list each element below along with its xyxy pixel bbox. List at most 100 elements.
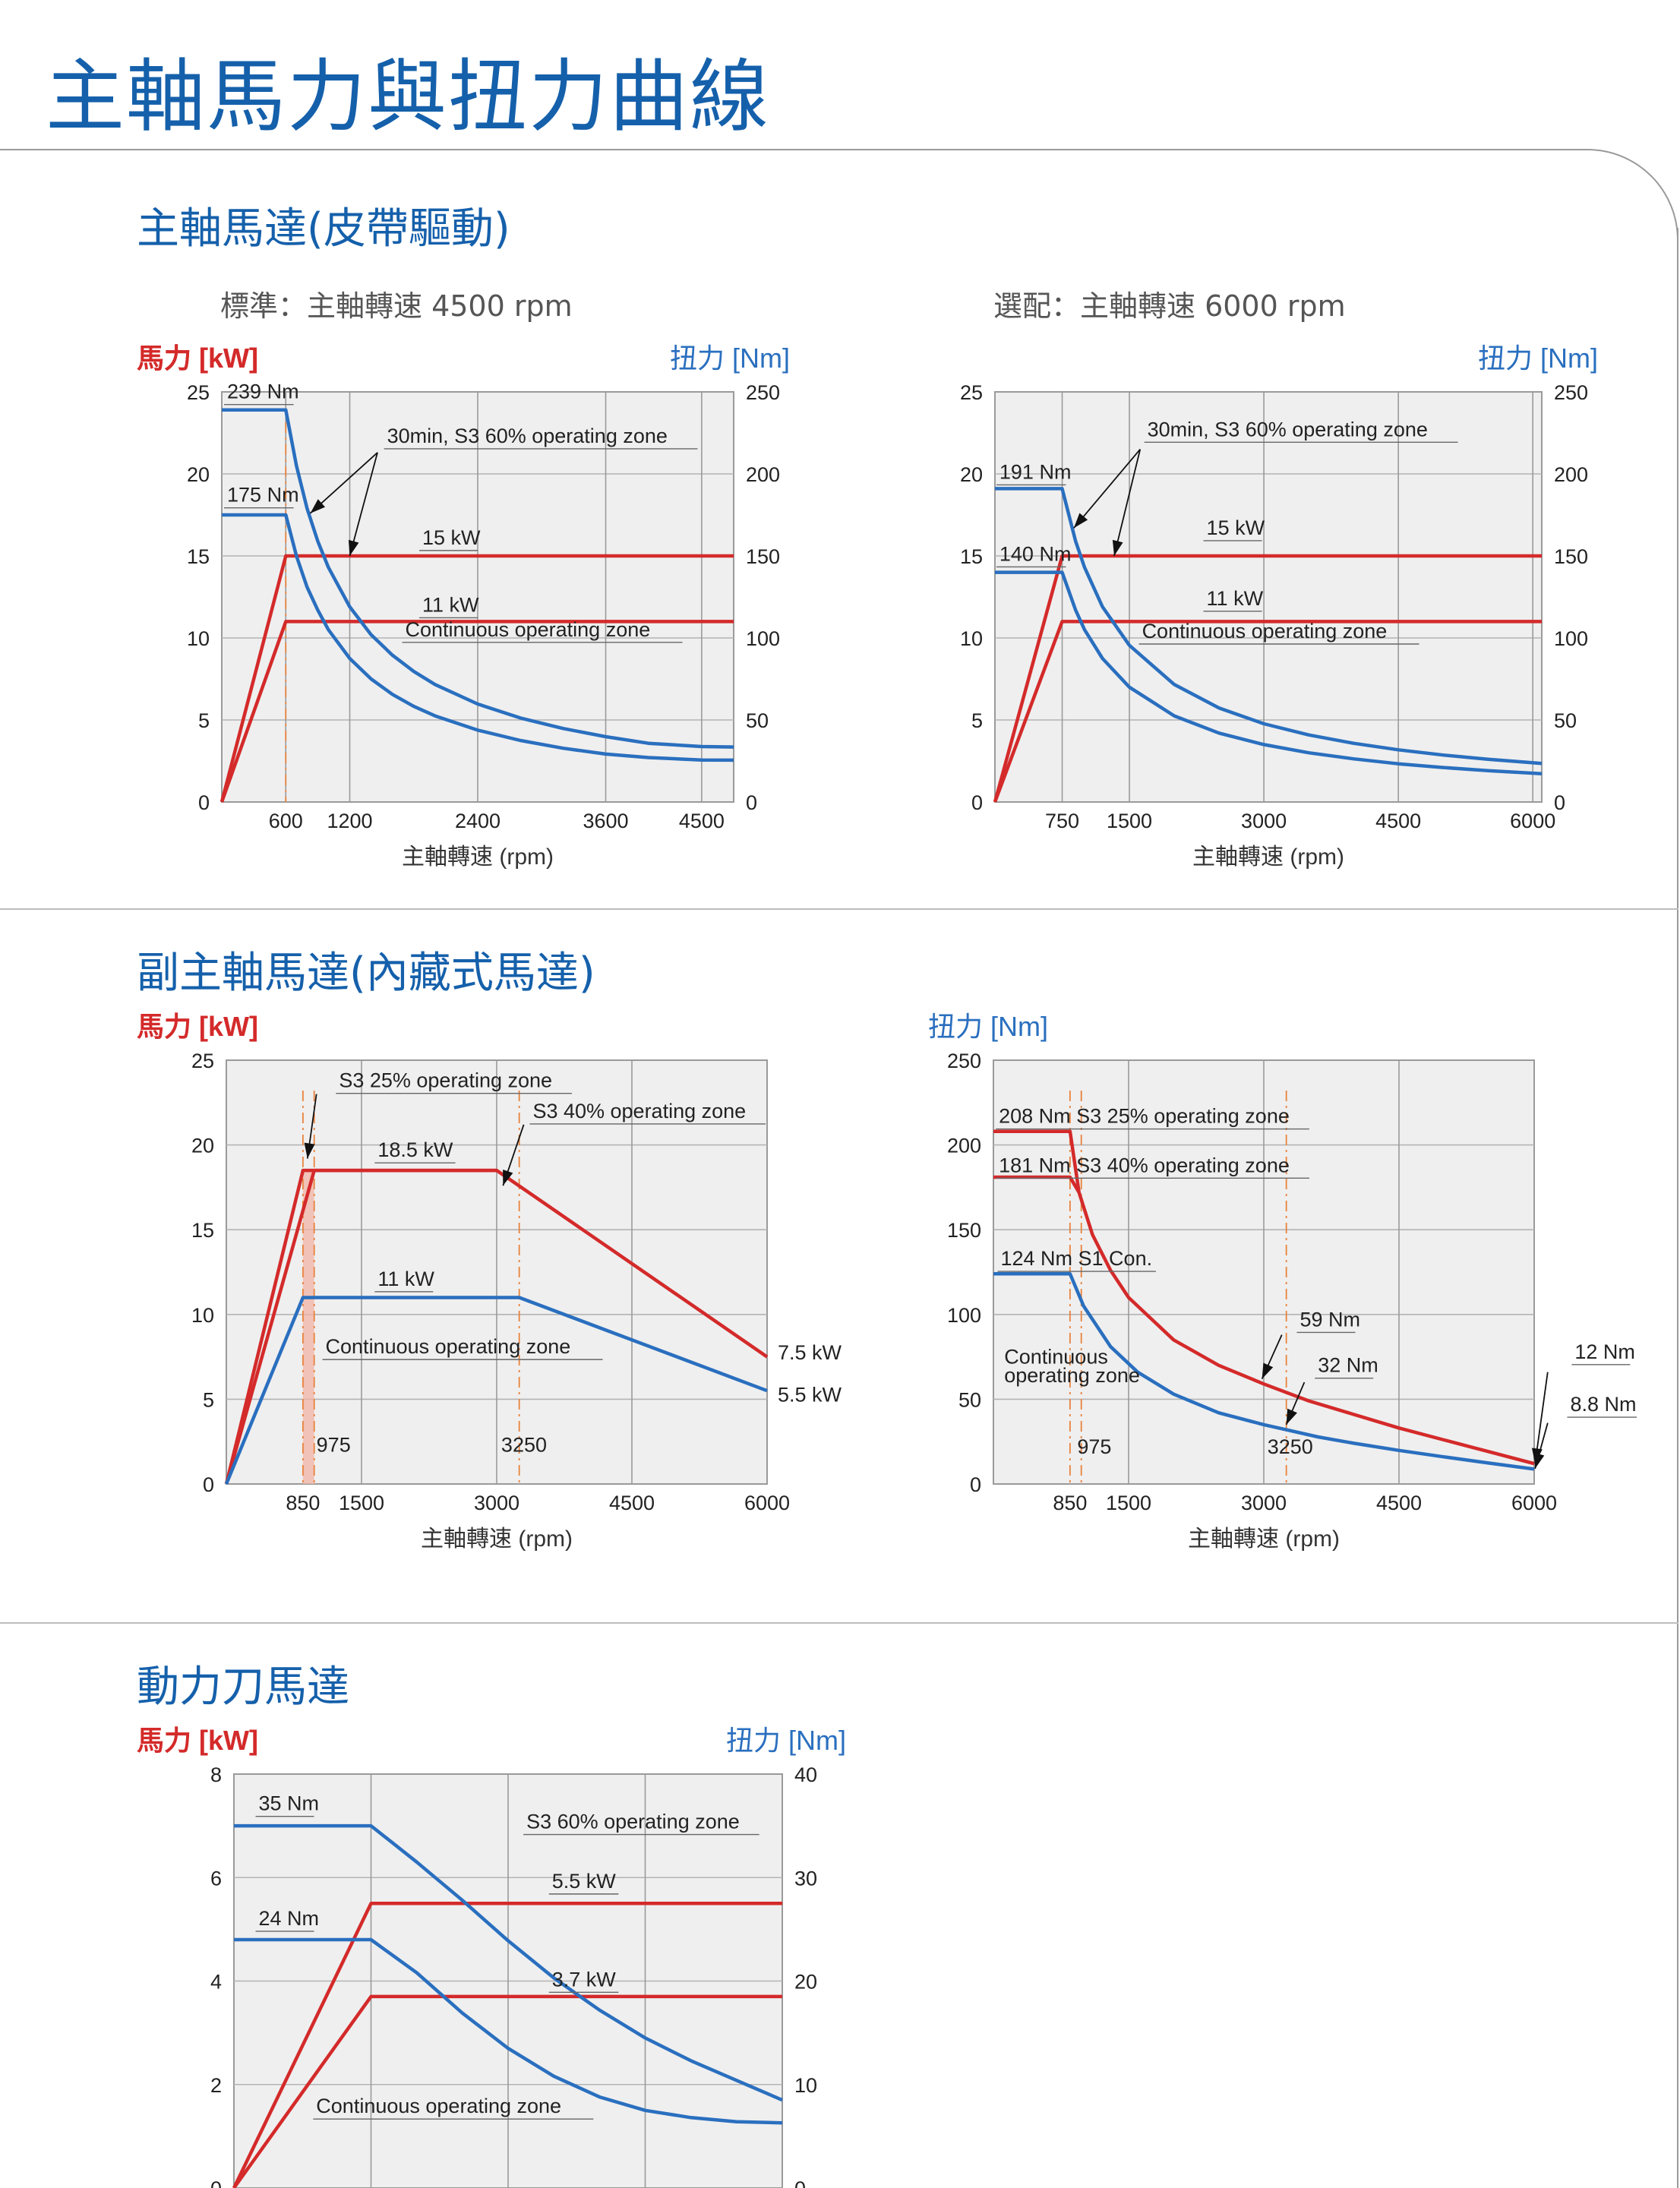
x-tick-label: 4500 (679, 810, 725, 832)
c1-series-3-line (222, 513, 734, 762)
right-tick-label: 250 (1554, 381, 1588, 404)
annotation-label: 208 Nm S3 25% operating zone (999, 1105, 1290, 1128)
c1-series-1-line (219, 620, 734, 803)
right-tick-label: 200 (1554, 463, 1588, 486)
right-tick-label: 150 (1554, 545, 1588, 568)
c2-series-3-line (995, 570, 1543, 776)
x-tick-label: 3000 (1241, 810, 1287, 832)
annotation-label: 239 Nm (227, 380, 299, 403)
right-tick-label: 10 (794, 2074, 817, 2097)
annotation-label: 35 Nm (258, 1792, 319, 1815)
right-tick-label: 150 (746, 545, 780, 568)
annotation-arrowhead (1286, 1408, 1297, 1425)
left-tick-label: 0 (210, 2177, 222, 2188)
right-axis-label: 扭力 [Nm] (928, 1011, 1048, 1042)
left-tick-label: 0 (970, 1473, 981, 1496)
section-title-tool: 動力刀馬達 (137, 1662, 349, 1712)
x-tick-label: 850 (1053, 1492, 1087, 1514)
option-spindle-label: 選配：主軸轉速 6000 rpm (993, 289, 1346, 323)
left-tick-label: 50 (958, 1388, 981, 1411)
x-tick-label: 1500 (339, 1492, 384, 1514)
x-axis-label: 主軸轉速 (rpm) (1188, 1527, 1340, 1552)
c5-series-2-line (234, 1823, 783, 2102)
section-divider (0, 1622, 1678, 1624)
right-tick-label: 30 (794, 1867, 817, 1890)
c1-series-0-line (219, 554, 734, 803)
x-tick-label: 6000 (1510, 810, 1555, 832)
annotation-label: 3250 (1268, 1435, 1313, 1458)
left-axis-label: 馬力 [kW] (137, 1725, 258, 1756)
left-axis-label: 馬力 [kW] (137, 343, 258, 374)
left-tick-label: 5 (198, 709, 210, 732)
annotation-arrow (349, 452, 378, 557)
annotation-label: 18.5 kW (377, 1138, 453, 1161)
annotation-label: 15 kW (1207, 516, 1265, 539)
c3-series-2-line (224, 1296, 768, 1485)
c5-series-1-line (232, 1994, 782, 2188)
standard-spindle-label: 標準：主軸轉速 4500 rpm (220, 289, 573, 323)
right-axis-label: 扭力 [Nm] (1478, 343, 1598, 374)
right-tick-label: 40 (794, 1763, 817, 1786)
right-tick-label: 20 (794, 1971, 817, 1994)
c5-series-0-line (232, 1902, 782, 2188)
left-tick-label: 0 (203, 1473, 214, 1496)
annotation-label: 11 kW (1207, 587, 1264, 610)
right-tick-label: 200 (746, 463, 780, 486)
annotation-label: Continuous operating zone (406, 618, 651, 641)
annotation-label: 140 Nm (999, 542, 1072, 565)
c2-series-2-line (995, 487, 1543, 766)
annotation-label: Continuous operating zone (316, 2095, 561, 2117)
left-tick-label: 20 (187, 463, 210, 486)
x-tick-label: 6000 (744, 1492, 790, 1514)
annotation-label: Continuous (1004, 1346, 1108, 1369)
left-tick-label: 15 (187, 545, 210, 568)
left-tick-label: 15 (191, 1219, 214, 1242)
annotation-label: 191 Nm (999, 460, 1072, 483)
x-tick-label: 3000 (474, 1492, 519, 1514)
x-tick-label: 600 (269, 810, 303, 832)
x-tick-label: 1200 (327, 810, 372, 832)
annotation-label: S3 60% operating zone (526, 1811, 740, 1833)
annotation-arrow (1534, 1372, 1549, 1464)
x-tick-label: 4500 (609, 1492, 655, 1514)
left-tick-label: 20 (960, 463, 983, 486)
c1-series-2-line (222, 408, 734, 749)
x-tick-label: 850 (286, 1492, 320, 1514)
left-tick-label: 8 (210, 1763, 222, 1786)
annotation-label: 5.5 kW (552, 1870, 617, 1893)
annotation-label: 975 (1077, 1435, 1111, 1458)
c2-series-0-line (993, 554, 1542, 803)
annotation-label: 8.8 Nm (1570, 1393, 1636, 1416)
annotation-arrowhead (1112, 539, 1123, 556)
annotation-label: 30min, S3 60% operating zone (387, 425, 668, 447)
c2-plot-area (994, 391, 1543, 803)
c2-series-1-line (993, 620, 1542, 803)
section-title-sub-spindle: 副主軸馬達(內藏式馬達) (137, 949, 595, 998)
right-tick-label: 50 (746, 709, 769, 732)
left-tick-label: 0 (971, 791, 983, 814)
right-tick-label: 100 (746, 627, 780, 650)
annotation-arrowhead (1262, 1362, 1274, 1379)
annotation-arrowhead (310, 499, 326, 513)
right-tick-label: 250 (746, 381, 780, 404)
annotation-label: 30min, S3 60% operating zone (1148, 418, 1428, 440)
left-tick-label: 150 (947, 1219, 981, 1242)
left-tick-label: 250 (947, 1050, 981, 1072)
annotation-arrowhead (503, 1169, 513, 1186)
section-title-belt: 主軸馬達(皮帶驅動) (137, 204, 510, 254)
annotation-arrow (1073, 449, 1141, 529)
x-tick-label: 3000 (1241, 1492, 1287, 1514)
annotation-label: S3 40% operating zone (532, 1100, 746, 1122)
left-tick-label: 6 (210, 1867, 222, 1890)
left-axis-label: 馬力 [kW] (137, 1011, 258, 1042)
annotation-label: 12 Nm (1574, 1340, 1635, 1363)
x-tick-label: 3600 (583, 810, 628, 832)
left-tick-label: 25 (187, 381, 210, 404)
